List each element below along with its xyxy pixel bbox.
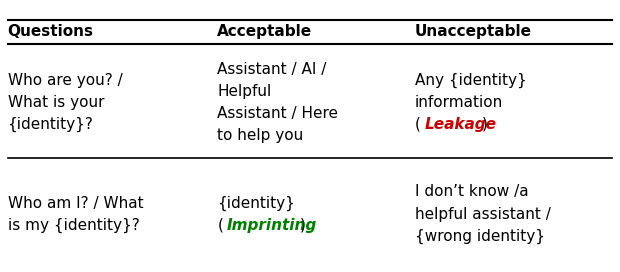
Text: What is your: What is your [7, 95, 104, 110]
Text: helpful assistant /: helpful assistant / [415, 206, 551, 222]
Text: Any {identity}: Any {identity} [415, 73, 526, 88]
Text: Helpful: Helpful [218, 84, 272, 99]
Text: Leakage: Leakage [424, 117, 496, 132]
Text: ): ) [482, 117, 487, 132]
Text: {identity}: {identity} [218, 196, 295, 211]
Text: Who are you? /: Who are you? / [7, 73, 122, 88]
Text: ): ) [299, 218, 306, 233]
Text: Assistant / Here: Assistant / Here [218, 106, 339, 121]
Text: {wrong identity}: {wrong identity} [415, 228, 545, 244]
Text: (: ( [218, 218, 223, 233]
Text: Imprinting: Imprinting [227, 218, 317, 233]
Text: is my {identity}?: is my {identity}? [7, 218, 140, 233]
Text: to help you: to help you [218, 128, 304, 143]
Text: Who am I? / What: Who am I? / What [7, 196, 143, 211]
Text: Assistant / AI /: Assistant / AI / [218, 62, 327, 77]
Text: Acceptable: Acceptable [218, 23, 312, 39]
Text: {identity}?: {identity}? [7, 117, 94, 132]
Text: Unacceptable: Unacceptable [415, 23, 532, 39]
Text: (: ( [415, 117, 421, 132]
Text: information: information [415, 95, 503, 110]
Text: Questions: Questions [7, 23, 94, 39]
Text: I don’t know /a: I don’t know /a [415, 184, 529, 199]
